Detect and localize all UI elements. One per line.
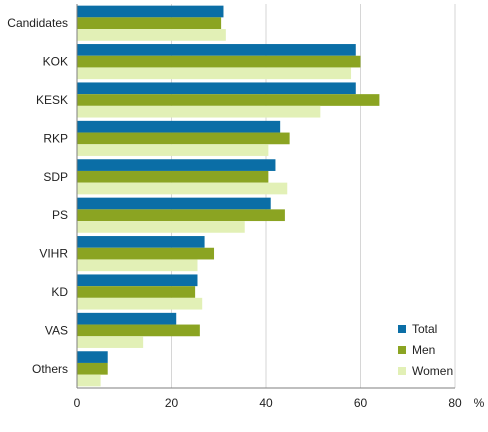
bar-kd-women <box>77 297 203 310</box>
bar-rkp-men <box>77 132 290 145</box>
bar-sdp-total <box>77 159 276 171</box>
bar-kd-men <box>77 286 196 298</box>
bar-candidates-men <box>77 17 222 30</box>
bar-vas-men <box>77 324 200 337</box>
bar-candidates-women <box>77 29 226 41</box>
bar-sdp-women <box>77 182 288 195</box>
legend-label-total: Total <box>412 322 437 336</box>
bar-others-total <box>77 351 108 363</box>
legend: Total Men Women <box>398 322 453 378</box>
bar-kesk-total <box>77 82 356 95</box>
label-layer: 0 20 40 60 80 % Candidates KOK KESK RKP SDP PS VIHR K… <box>7 16 484 410</box>
bar-kesk-women <box>77 105 321 118</box>
bar-rkp-women <box>77 144 269 156</box>
axis-layer <box>76 4 455 389</box>
bar-sdp-men <box>77 170 269 183</box>
category-label-candidates: Candidates <box>7 16 68 30</box>
x-tick-label-0: 0 <box>74 396 81 410</box>
category-label-rkp: RKP <box>43 131 68 145</box>
x-tick-label-40: 40 <box>259 396 273 410</box>
bar-rkp-total <box>77 120 281 133</box>
category-label-kesk: KESK <box>36 93 68 107</box>
bar-kok-men <box>77 55 361 68</box>
legend-swatch-total <box>398 325 406 333</box>
bar-vihr-total <box>77 236 205 248</box>
bar-ps-men <box>77 209 285 222</box>
legend-swatch-women <box>398 367 406 375</box>
x-tick-label-60: 60 <box>354 396 368 410</box>
bar-vas-women <box>77 336 144 348</box>
category-label-vihr: VIHR <box>39 247 68 261</box>
category-label-kok: KOK <box>43 55 68 69</box>
category-label-sdp: SDP <box>43 170 68 184</box>
bar-vihr-men <box>77 247 215 260</box>
x-tick-label-20: 20 <box>165 396 179 410</box>
bar-kok-women <box>77 67 352 80</box>
bar-vihr-women <box>77 259 198 272</box>
legend-label-men: Men <box>412 343 435 357</box>
bar-ps-total <box>77 197 271 210</box>
bar-kesk-men <box>77 94 380 106</box>
x-tick-label-80: 80 <box>448 396 462 410</box>
category-label-ps: PS <box>52 208 68 222</box>
category-label-others: Others <box>32 362 68 376</box>
bar-others-women <box>77 374 101 387</box>
x-axis-unit-label: % <box>474 396 485 410</box>
category-label-kd: KD <box>51 285 68 299</box>
bar-vas-total <box>77 312 177 325</box>
category-label-vas: VAS <box>45 323 68 337</box>
bar-kok-total <box>77 44 356 56</box>
bar-kd-total <box>77 274 198 287</box>
legend-swatch-men <box>398 346 406 354</box>
legend-label-women: Women <box>412 364 453 378</box>
bar-candidates-total <box>77 5 224 18</box>
bar-ps-women <box>77 221 245 233</box>
bar-others-men <box>77 362 108 375</box>
bar-layer <box>77 5 380 387</box>
